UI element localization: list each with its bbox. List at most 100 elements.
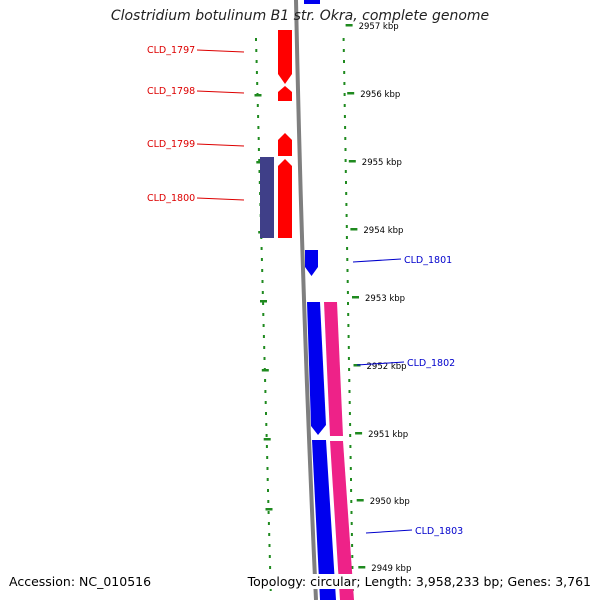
inner-major-tick [254, 94, 262, 97]
outer-ring-dot [348, 379, 351, 382]
gene-label-left-connector [196, 143, 245, 147]
kbp-label: 2956 kbp [360, 90, 400, 100]
inner-ring-dot [263, 357, 266, 360]
gene-cld-1803-arrow [312, 440, 336, 600]
kbp-tick [353, 364, 361, 367]
inner-ring-dot [262, 324, 265, 327]
inner-ring-dot [265, 412, 267, 415]
inner-major-tick [263, 438, 271, 441]
inner-ring-dot [264, 390, 267, 393]
inner-ring-dot [267, 500, 270, 503]
inner-ring-dot [268, 555, 271, 558]
feature-pink-upper [324, 302, 343, 436]
gene-label-left-connector [196, 90, 245, 94]
inner-ring-dot [257, 148, 260, 151]
inner-ring-dot [264, 401, 267, 404]
inner-ring-dot [255, 38, 257, 41]
topology-summary: Topology: circular; Length: 3,958,233 bp… [247, 574, 591, 589]
inner-major-tick [256, 161, 264, 164]
outer-ring-dot [345, 181, 347, 184]
inner-ring-dot [263, 346, 266, 349]
outer-ring-dot [342, 49, 345, 52]
outer-ring-dot [343, 104, 346, 107]
outer-ring-dot [344, 148, 347, 151]
inner-ring-dot [256, 104, 259, 107]
outer-ring-dot [346, 269, 349, 272]
gene-cld-1800-arrow [278, 159, 292, 238]
inner-ring-dot [257, 115, 260, 118]
inner-major-tick [260, 300, 267, 303]
inner-major-tick [261, 369, 269, 372]
outer-ring-dot [344, 137, 347, 140]
kbp-tick [356, 499, 364, 502]
outer-ring-dot [351, 555, 354, 558]
gene-label-left: CLD_1800 [147, 193, 195, 204]
kbp-tick [347, 92, 355, 95]
map-title: Clostridium botulinum B1 str. Okra, comp… [110, 8, 490, 24]
outer-ring-dot [348, 368, 351, 371]
outer-ring-dot [343, 115, 346, 118]
kbp-label: 2957 kbp [359, 22, 399, 32]
gene-label-right-connector [365, 529, 413, 534]
inner-ring-dot [265, 434, 268, 437]
outer-ring-dot [346, 280, 349, 283]
inner-ring-dot [269, 566, 272, 569]
feature-top-stub [304, 0, 320, 4]
feature-layer [260, 30, 354, 600]
gene-cld-1802-arrow [307, 302, 326, 435]
kbp-label: 2949 kbp [371, 564, 411, 574]
feature-pink-lower [330, 441, 354, 600]
outer-ring-dot [342, 38, 345, 41]
inner-ring-dot [257, 126, 260, 129]
inner-ring-dot [258, 181, 261, 184]
inner-ring-dot [268, 533, 271, 536]
inner-ring-dot [260, 247, 263, 250]
outer-ring-dot [351, 544, 354, 547]
inner-ring-dot [262, 302, 265, 305]
outer-ring-dot [349, 423, 352, 426]
kbp-tick [352, 296, 359, 299]
outer-ring-dot [348, 401, 351, 404]
outer-ring-dot [349, 467, 352, 470]
gene-cld-1799-arrow [278, 133, 292, 156]
outer-ring-dot [350, 478, 352, 481]
outer-ring-dot [347, 302, 349, 305]
inner-ring-dot [255, 71, 258, 74]
outer-ring-dot [350, 533, 353, 536]
outer-ring-dot [347, 335, 350, 338]
outer-ring-dot [345, 236, 348, 239]
outer-ring-dot [344, 126, 347, 129]
kbp-tick [348, 160, 356, 163]
gene-label-right: CLD_1803 [415, 526, 463, 537]
inner-ring-dot [255, 49, 258, 52]
gene-label-left-connector [196, 49, 245, 53]
genome-backbone [294, 0, 318, 600]
inner-ring-dot [266, 456, 269, 459]
gene-label-right: CLD_1802 [407, 358, 455, 369]
outer-ring-dot [349, 456, 352, 459]
outer-ring-dot [345, 225, 348, 228]
gene-label-right-connector [356, 361, 405, 366]
outer-ring-dot [351, 566, 354, 569]
gene-label-left-connector [196, 197, 245, 201]
inner-ring-dot [266, 478, 269, 481]
outer-ring-dot [344, 170, 347, 173]
inner-ring-dot [255, 60, 258, 63]
inner-ring-dot [260, 258, 263, 261]
inner-ring-dot [261, 280, 264, 283]
kbp-label: 2950 kbp [370, 497, 410, 507]
gene-label-left: CLD_1798 [147, 86, 195, 97]
inner-ring-dot [262, 313, 265, 316]
inner-ring-dot [267, 522, 270, 525]
label-layer: 2957 kbp 2956 kbp 2955 kbp 2954 kbp 2953 kbp… [147, 22, 463, 574]
outer-ring-dot [344, 159, 347, 162]
outer-ring-dot [345, 203, 348, 206]
gene-cld-1801-arrow [305, 250, 318, 276]
outer-ring-dot [346, 247, 349, 250]
kbp-label: 2954 kbp [363, 226, 403, 236]
outer-ring-dot [347, 313, 350, 316]
outer-ring-dot [350, 500, 353, 503]
inner-ring-dot [267, 511, 270, 514]
outer-ring-dot [350, 511, 353, 514]
